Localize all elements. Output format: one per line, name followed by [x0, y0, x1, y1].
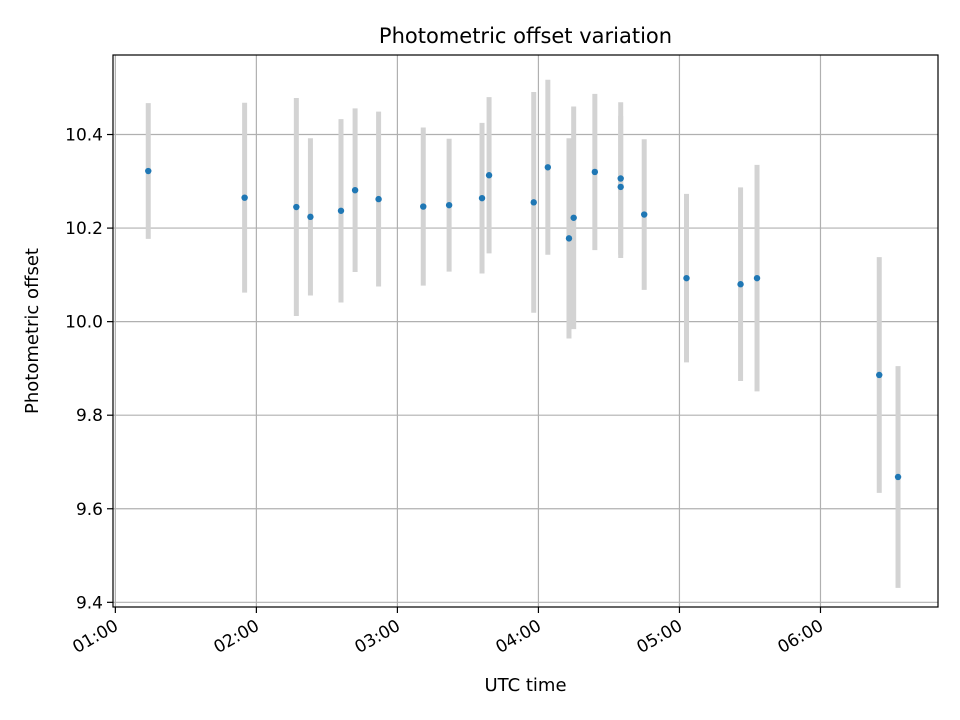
data-point — [351, 186, 359, 194]
x-tick-label: 04:00 — [492, 616, 544, 658]
data-point — [478, 194, 486, 202]
y-tick-label: 9.4 — [76, 593, 103, 613]
axes-frame — [112, 54, 939, 608]
y-tick-label: 9.8 — [76, 406, 103, 426]
x-tick-label: 06:00 — [775, 616, 827, 658]
y-axis-label: Photometric offset — [22, 248, 43, 414]
data-point — [753, 274, 761, 282]
data-point — [445, 201, 453, 209]
data-point — [337, 207, 345, 214]
data-point — [241, 194, 248, 201]
data-point — [617, 183, 624, 191]
error-bars — [145, 79, 901, 588]
data-point — [544, 164, 552, 171]
data-point — [530, 199, 537, 206]
x-tick-label: 05:00 — [634, 616, 686, 658]
data-point — [375, 195, 382, 203]
data-points — [145, 164, 902, 481]
y-tick-label: 9.6 — [76, 500, 103, 520]
data-point — [485, 172, 493, 179]
data-point — [565, 235, 573, 242]
data-point — [293, 203, 300, 211]
data-point — [894, 473, 902, 481]
data-point — [591, 168, 599, 176]
y-tick-label: 10.2 — [65, 219, 103, 239]
y-tick-label: 10.4 — [65, 126, 103, 146]
chart-title: Photometric offset variation — [379, 24, 672, 48]
data-point — [145, 167, 152, 175]
y-tick-label: 10.0 — [65, 313, 103, 333]
data-point — [683, 274, 690, 282]
data-point — [307, 213, 314, 221]
x-axis-label: UTC time — [484, 675, 566, 696]
data-point — [640, 211, 648, 218]
x-tick-label: 03:00 — [351, 616, 403, 658]
data-point — [876, 371, 883, 379]
x-tick-label: 01:00 — [69, 616, 121, 658]
data-point — [737, 281, 744, 288]
data-point — [570, 214, 577, 221]
data-point — [420, 203, 427, 210]
x-tick-label: 02:00 — [210, 616, 262, 658]
grid-lines — [113, 55, 938, 607]
data-point — [617, 175, 624, 182]
